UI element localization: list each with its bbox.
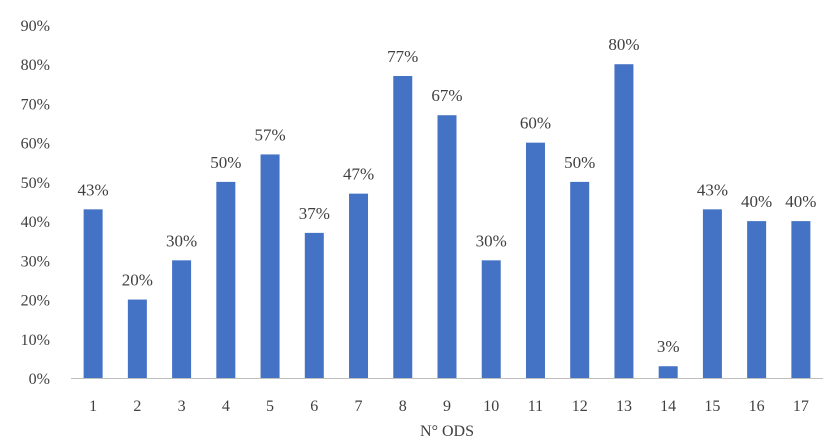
data-label: 20% [122, 271, 153, 290]
x-tick-label: 2 [133, 398, 141, 415]
y-tick-label: 90% [21, 18, 50, 35]
data-label: 50% [564, 153, 595, 172]
data-label: 30% [476, 231, 507, 250]
data-label: 47% [343, 165, 374, 184]
bars: 43% 20% 30% 50% 57% 37% 47% 77% 67% 30% 60% 50% 80% 3… [78, 35, 816, 378]
y-axis: 0% 10% 20% 30% 40% 50% 60% 70% 80% 90% [21, 18, 50, 388]
x-axis-title: N° ODS [420, 423, 474, 439]
x-tick-label: 4 [222, 398, 230, 415]
x-tick-label: 11 [528, 398, 543, 415]
x-tick-label: 7 [355, 398, 363, 415]
bar [791, 221, 811, 378]
x-tick-label: 5 [266, 398, 274, 415]
x-tick-label: 6 [310, 398, 318, 415]
x-tick-label: 17 [793, 398, 809, 415]
data-label: 40% [785, 192, 816, 211]
x-tick-label: 14 [660, 398, 676, 415]
bar [127, 299, 147, 378]
data-label: 67% [431, 86, 462, 105]
x-tick-label: 13 [616, 398, 632, 415]
bar [304, 232, 324, 378]
x-tick-label: 15 [704, 398, 720, 415]
bar [570, 181, 590, 378]
x-tick-label: 9 [443, 398, 451, 415]
y-tick-label: 80% [21, 57, 50, 74]
y-tick-label: 20% [21, 293, 50, 310]
data-label: 43% [78, 180, 109, 199]
bar [702, 209, 722, 378]
x-tick-label: 8 [399, 398, 407, 415]
x-tick-label: 1 [89, 398, 97, 415]
bar [481, 260, 501, 378]
bar [393, 75, 413, 378]
bar [437, 115, 457, 378]
data-label: 43% [697, 180, 728, 199]
data-label: 80% [608, 35, 639, 54]
data-label: 30% [166, 231, 197, 250]
bar [260, 154, 280, 378]
data-label: 3% [657, 337, 680, 356]
data-label: 37% [299, 204, 330, 223]
y-tick-label: 60% [21, 136, 50, 153]
x-tick-label: 10 [483, 398, 499, 415]
data-label: 50% [210, 153, 241, 172]
bar [525, 142, 545, 378]
data-label: 60% [520, 114, 551, 133]
x-tick-label: 12 [572, 398, 588, 415]
bar [216, 181, 236, 378]
x-tick-label: 3 [178, 398, 186, 415]
y-tick-label: 40% [21, 214, 50, 231]
y-tick-label: 70% [21, 96, 50, 113]
data-label: 57% [254, 125, 285, 144]
data-label: 77% [387, 47, 418, 66]
bar [614, 64, 634, 378]
x-axis: 1 2 3 4 5 6 7 8 9 10 11 12 13 14 15 16 17 [89, 398, 809, 415]
y-tick-label: 50% [21, 175, 50, 192]
bar [83, 209, 103, 378]
y-tick-label: 10% [21, 332, 50, 349]
x-tick-label: 16 [749, 398, 765, 415]
y-tick-label: 0% [29, 371, 50, 388]
y-tick-label: 30% [21, 253, 50, 270]
bar [747, 221, 767, 378]
data-label: 40% [741, 192, 772, 211]
bar [349, 193, 369, 378]
bar [658, 366, 678, 378]
bar [172, 260, 192, 378]
